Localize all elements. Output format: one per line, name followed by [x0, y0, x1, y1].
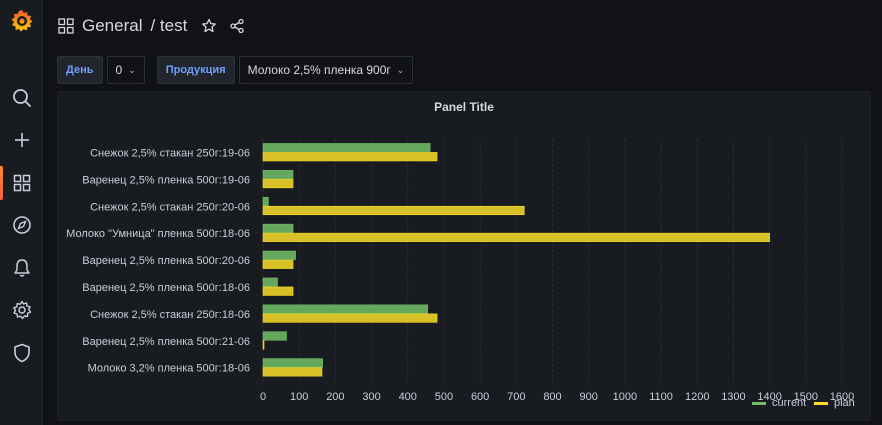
- bar-plan: [262, 313, 438, 323]
- x-tick-label: 1100: [649, 391, 673, 403]
- x-tick-label: 1200: [685, 391, 709, 403]
- y-category-label: Варенец 2,5% пленка 500г:19-06: [82, 174, 250, 186]
- bar-plan: [262, 367, 323, 377]
- dashboard-title[interactable]: / test: [150, 16, 188, 35]
- template-variables: День 0 ⌄ Продукция Молоко 2,5% пленка 90…: [57, 56, 414, 84]
- x-tick-label: 800: [543, 391, 561, 403]
- y-category-label: Молоко 3,2% пленка 500г:18-06: [88, 363, 250, 375]
- star-icon[interactable]: [201, 18, 217, 34]
- x-tick-label: 400: [399, 391, 417, 403]
- bar-current: [262, 196, 269, 207]
- y-category-label: Снежок 2,5% стакан 250г:18-06: [90, 309, 250, 321]
- variable-select-product[interactable]: Молоко 2,5% пленка 900г ⌄: [238, 56, 414, 84]
- bar-current: [262, 331, 287, 341]
- bar-current: [262, 143, 431, 153]
- bar-plan: [262, 340, 265, 350]
- grafana-logo[interactable]: [0, 6, 43, 36]
- y-category-label: Варенец 2,5% пленка 500г:18-06: [82, 282, 250, 294]
- x-tick-label: 200: [326, 391, 344, 403]
- bar-plan: [262, 152, 438, 162]
- chevron-down-icon: ⌄: [128, 64, 136, 75]
- search-icon[interactable]: [0, 83, 43, 113]
- y-category-label: Варенец 2,5% пленка 500г:21-06: [82, 336, 250, 348]
- bar-chart: 0 100 200 300 400 500 600 700 800 900 1000 1100 1200…: [66, 139, 855, 409]
- shield-icon[interactable]: [0, 338, 43, 368]
- compass-icon[interactable]: [0, 210, 43, 240]
- legend-swatch-plan: [814, 402, 828, 405]
- bell-icon[interactable]: [0, 253, 43, 283]
- panel-title[interactable]: Panel Title: [434, 100, 494, 114]
- chart-panel[interactable]: Panel Title 0 100 200 300 400 500 600 700 800 900…: [57, 91, 871, 421]
- breadcrumb-folder[interactable]: General: [82, 16, 143, 35]
- x-tick-label: 1000: [613, 391, 637, 403]
- x-tick-label: 1500: [794, 391, 818, 403]
- variable-label-product: Продукция: [156, 56, 235, 84]
- variable-value-day: 0: [115, 63, 123, 77]
- x-tick-label: 300: [362, 391, 380, 403]
- variable-select-day[interactable]: 0 ⌄: [106, 56, 145, 84]
- x-tick-label: 100: [290, 391, 308, 403]
- plus-icon[interactable]: [0, 125, 43, 155]
- x-tick-label: 1400: [757, 391, 781, 403]
- x-tick-label: 1600: [830, 391, 854, 403]
- sidebar-active-indicator: [0, 166, 3, 200]
- x-tick-label: 500: [435, 391, 453, 403]
- x-tick-label: 1300: [721, 391, 745, 403]
- dashboards-icon[interactable]: [0, 168, 43, 198]
- bar-plan: [262, 286, 294, 296]
- bar-current: [262, 304, 428, 314]
- bar-current: [262, 277, 278, 287]
- x-tick-label: 700: [507, 391, 525, 403]
- share-icon[interactable]: [229, 18, 245, 34]
- x-tick-label: 900: [580, 391, 598, 403]
- variable-label-day: День: [57, 56, 103, 84]
- sidebar: [0, 0, 43, 425]
- legend-swatch-current: [752, 402, 766, 405]
- bar-plan: [262, 205, 525, 216]
- y-category-label: Варенец 2,5% пленка 500г:20-06: [82, 255, 250, 267]
- bar-plan: [262, 179, 294, 189]
- dashboards-grid-icon: [58, 18, 74, 34]
- bar-current: [262, 170, 294, 180]
- bar-current: [262, 223, 294, 233]
- chevron-down-icon: ⌄: [396, 64, 405, 75]
- bar-plan: [262, 259, 294, 269]
- variable-value-product: Молоко 2,5% пленка 900г: [247, 63, 391, 77]
- dashboard-header: General / test: [43, 0, 882, 52]
- legend-label-current: current: [772, 397, 806, 409]
- y-category-label: Молоко "Умница" пленка 500г:18-06: [66, 228, 250, 240]
- y-category-label: Снежок 2,5% стакан 250г:19-06: [90, 147, 250, 159]
- bar-current: [262, 250, 296, 260]
- y-category-label: Снежок 2,5% стакан 250г:20-06: [90, 201, 250, 213]
- gear-icon[interactable]: [0, 295, 43, 325]
- bar-plan: [262, 232, 770, 242]
- legend-label-plan: plan: [834, 397, 855, 409]
- x-tick-label: 600: [471, 391, 489, 403]
- x-tick-label: 0: [260, 391, 266, 403]
- bar-current: [262, 358, 324, 368]
